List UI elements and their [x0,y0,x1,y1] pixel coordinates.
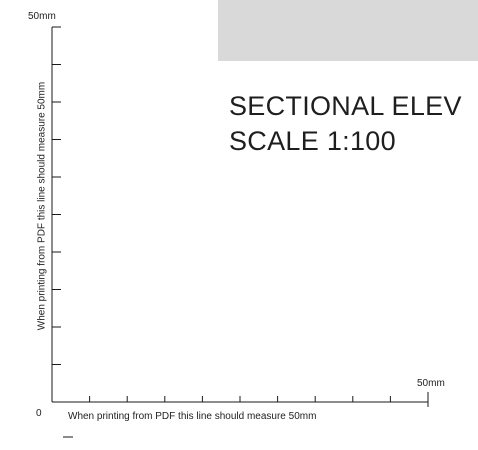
drawing-scale: SCALE 1:100 [229,126,396,156]
title-block-header [218,0,478,61]
scale-origin-label: 0 [36,408,42,419]
vertical-print-note: When printing from PDF this line should … [36,81,48,331]
horizontal-scale-end-label: 50mm [417,378,445,389]
horizontal-print-note: When printing from PDF this line should … [68,411,317,422]
vertical-scale-end-label: 50mm [28,11,56,22]
drawing-title: SECTIONAL ELEV [229,91,462,121]
